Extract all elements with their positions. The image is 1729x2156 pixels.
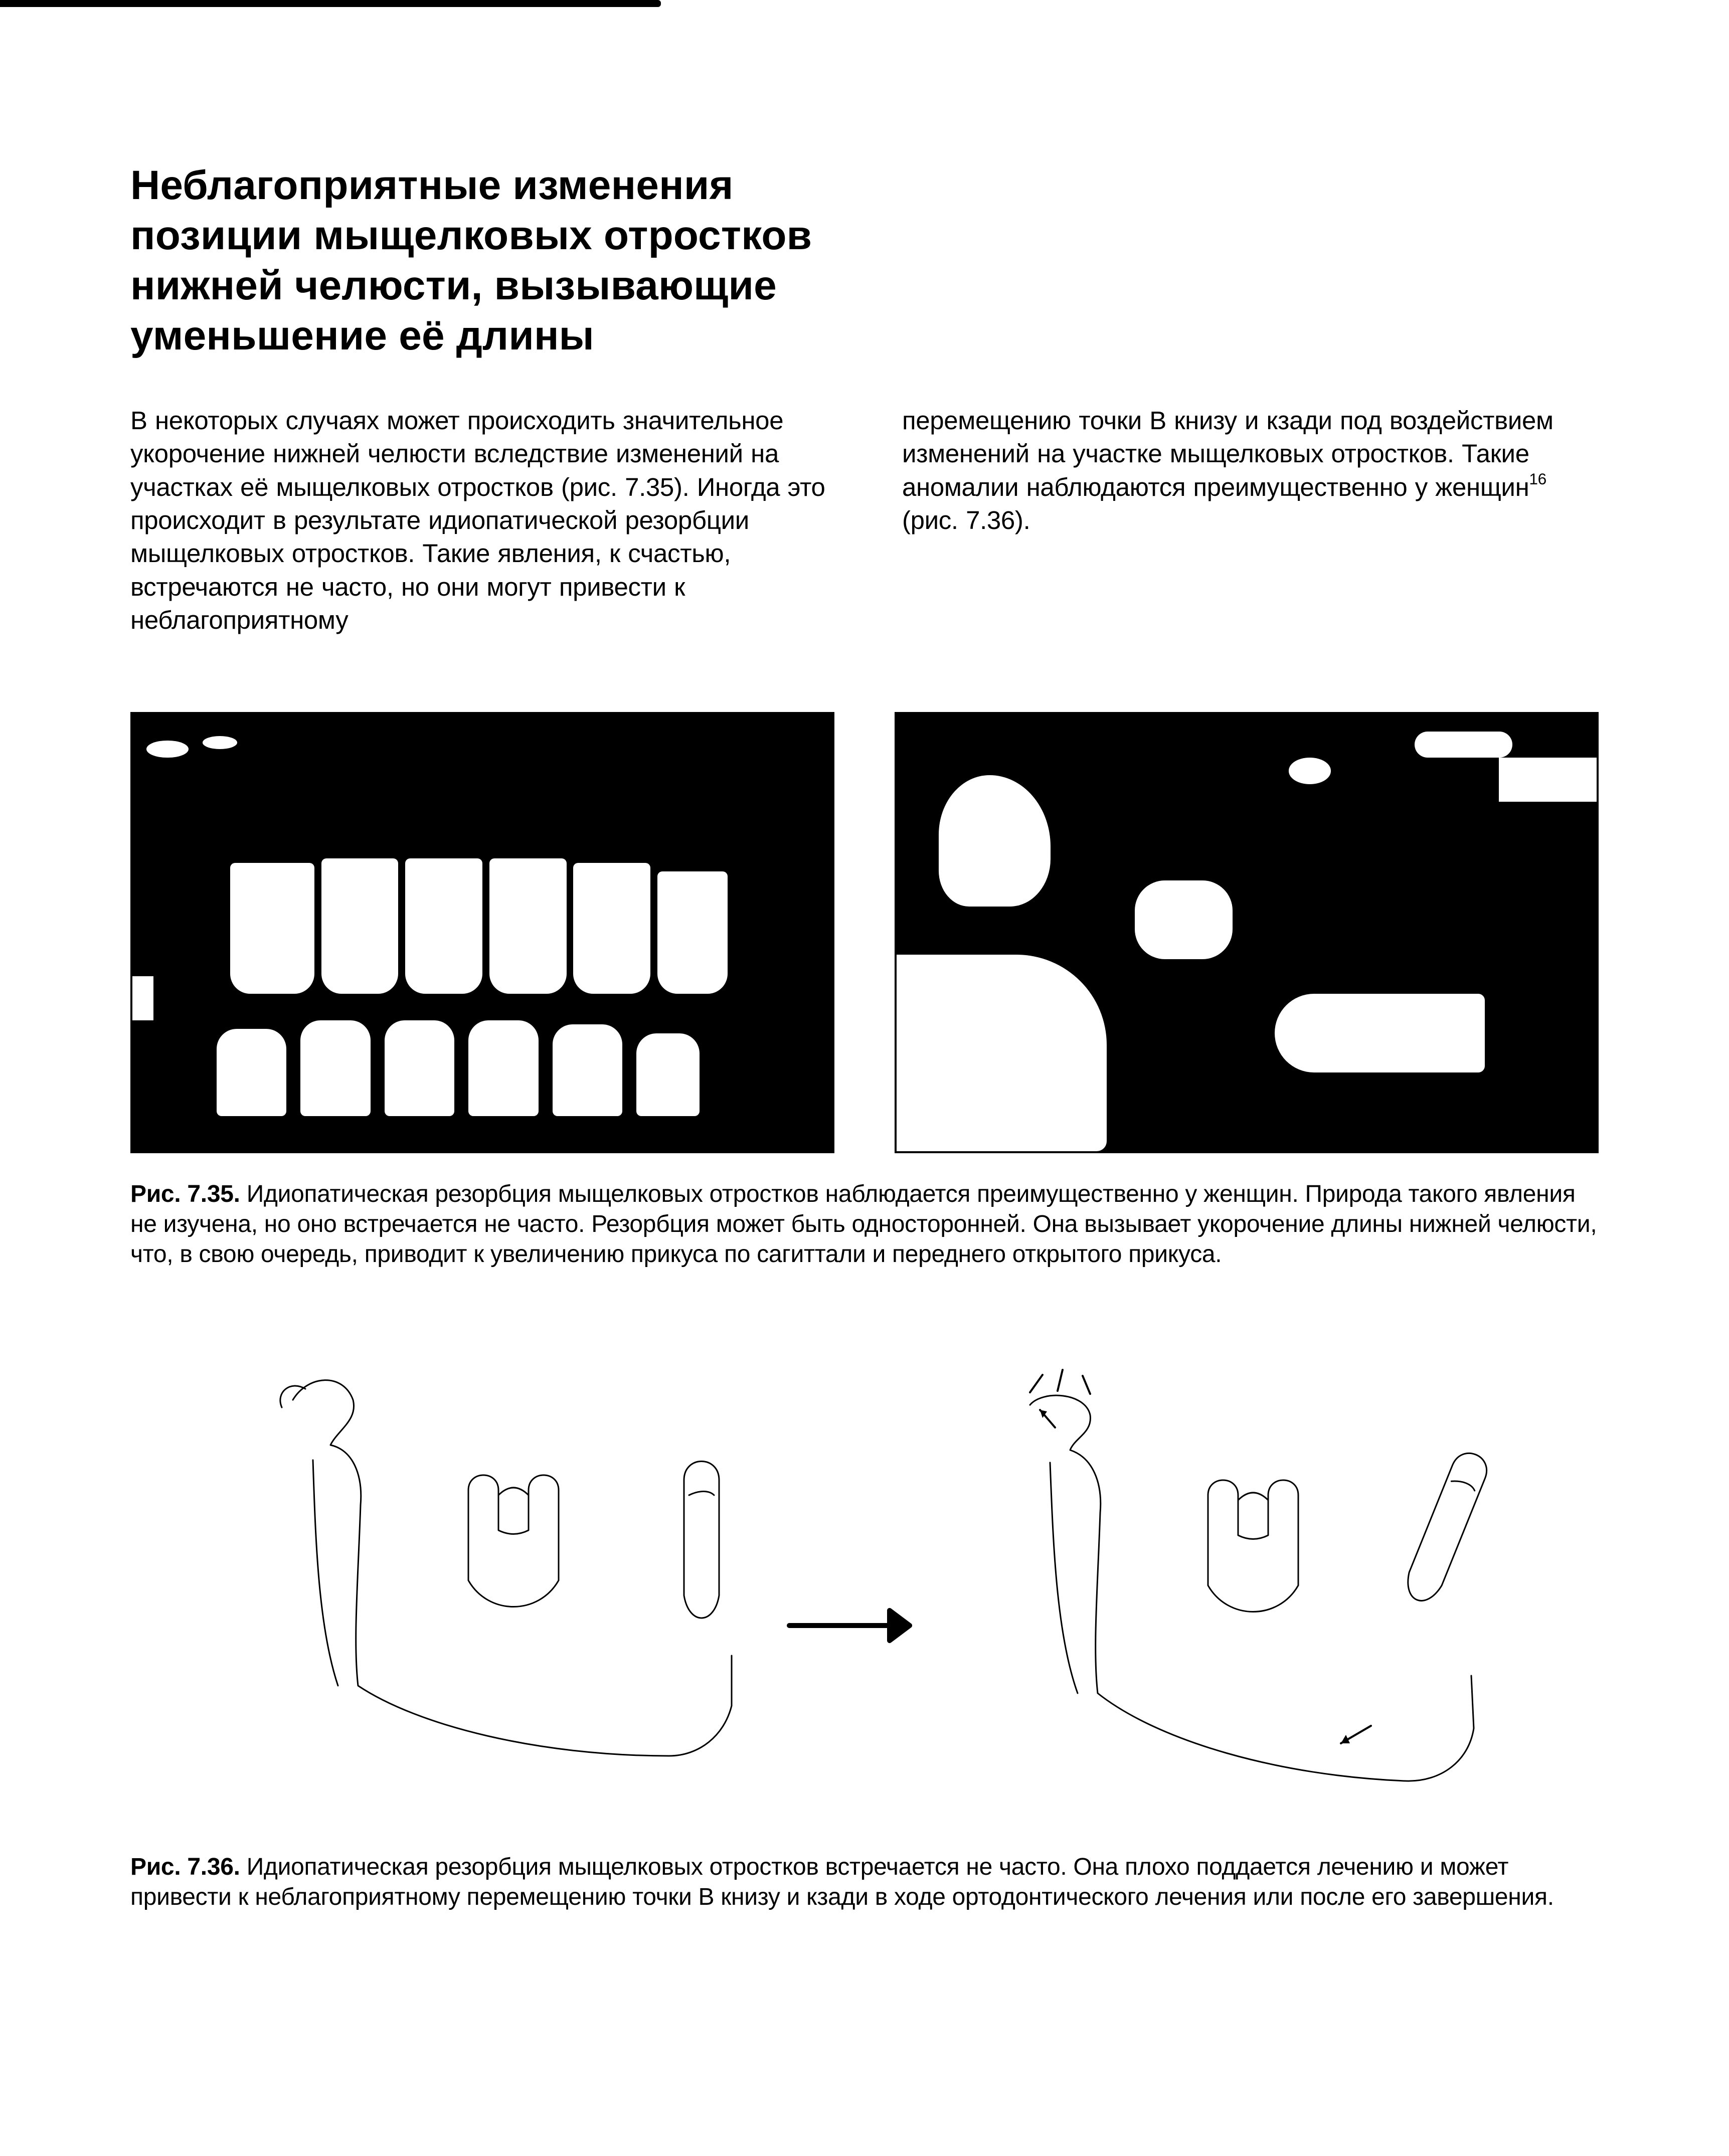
figure-7-35-panel-a [130,712,834,1153]
body-columns: В некоторых случаях может происходить зн… [130,404,1599,637]
body-col-right: перемещению точки В книзу и кзади под во… [902,404,1599,637]
top-rule-area [130,0,1599,30]
figure-7-36-caption: Рис. 7.36. Идиопатическая резорбция мыще… [130,1852,1599,1912]
diagram-right-mandible [1030,1370,1492,1781]
body-right-pre: перемещению точки В книзу и кзади под во… [902,406,1553,501]
body-col-left: В некоторых случаях может происходить зн… [130,404,827,637]
body-right-post: (рис. 7.36). [902,506,1030,534]
top-rule [0,0,661,7]
figure-7-36-caption-text: Идиопатическая резорбция мыщелковых отро… [130,1854,1554,1910]
diagram-left-mandible [280,1380,732,1756]
section-heading: Неблагоприятные изменения позиции мыщелк… [130,160,913,361]
figure-7-36-label: Рис. 7.36. [130,1854,240,1880]
figure-7-35-images [130,712,1599,1153]
figure-7-35-caption-text: Идиопатическая резорбция мыщелковых отро… [130,1181,1597,1268]
page: Неблагоприятные изменения позиции мыщелк… [0,0,1729,2063]
citation-ref: 16 [1529,470,1546,488]
diagram-center-arrow [789,1610,910,1641]
figure-7-36-diagram [188,1345,1541,1826]
figure-7-35-panel-b [895,712,1599,1153]
figure-7-35-caption: Рис. 7.35. Идиопатическая резорбция мыще… [130,1179,1599,1270]
figure-7-36-diagram-wrap [130,1345,1599,1826]
figure-7-35-label: Рис. 7.35. [130,1181,240,1207]
